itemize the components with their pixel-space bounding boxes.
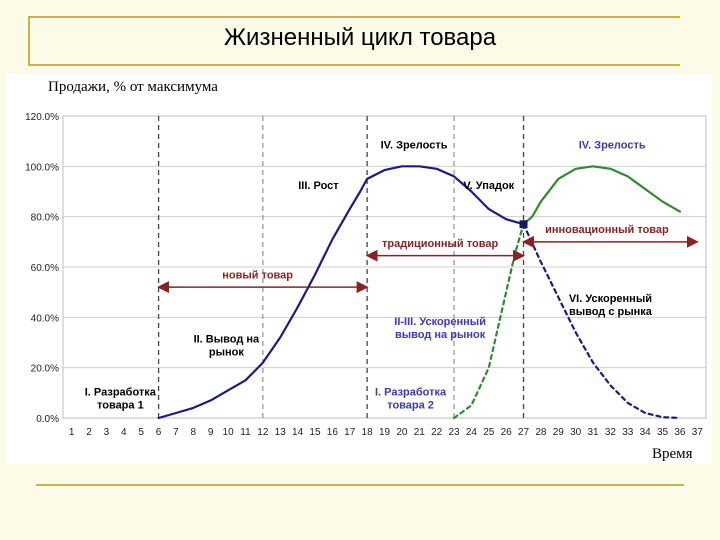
x-tick-label: 25 — [483, 427, 495, 438]
annotation-line: товара 2 — [387, 399, 434, 411]
y-tick-label: 60.0% — [31, 263, 59, 274]
x-tick-label: 33 — [622, 427, 634, 438]
grid-layer — [62, 115, 707, 419]
x-tick-label: 31 — [587, 427, 599, 438]
annotation-line: рынок — [209, 347, 244, 359]
x-tick-label: 13 — [275, 427, 287, 438]
x-tick-label: 35 — [657, 427, 669, 438]
annotation-line: IV. Зрелость — [579, 140, 646, 152]
y-tick-label: 20.0% — [31, 364, 59, 375]
y-tick-label: 100.0% — [25, 162, 59, 173]
annotation-label: II. Вывод на рынок — [194, 334, 260, 359]
x-tick-label: 6 — [156, 427, 162, 438]
x-tick-label: 10 — [223, 427, 235, 438]
y-tick-label: 40.0% — [31, 313, 59, 324]
x-tick-label: 19 — [379, 427, 391, 438]
x-tick-label: 34 — [640, 427, 652, 438]
frame-vertical-line — [28, 16, 30, 66]
annotation-label: инновационный товар — [545, 224, 669, 236]
x-tick-label: 15 — [309, 427, 321, 438]
chart-panel: Продажи, % от максимума Время 0.0% 20.0% 4… — [6, 74, 712, 464]
x-tick-label: 32 — [605, 427, 617, 438]
annotation-label: новый товар — [222, 269, 293, 281]
annotation-line: новый товар — [222, 269, 293, 281]
annotation-line: V. Упадок — [463, 180, 514, 192]
x-tick-label: 1 — [69, 427, 75, 438]
frame-title-underline — [28, 64, 680, 66]
annotation-layer: новый товар традиционный товар инновационн… — [85, 140, 669, 412]
x-tick-label: 5 — [138, 427, 144, 438]
data-point-marker — [519, 220, 528, 229]
x-tick-label: 9 — [208, 427, 214, 438]
x-tick-label: 7 — [173, 427, 179, 438]
x-axis-title: Время — [652, 446, 693, 462]
annotation-line: вывод на рынок — [395, 329, 486, 341]
frame-top-line — [28, 16, 680, 18]
annotation-line: VI. Ускоренный — [569, 293, 652, 305]
annotation-label: IV. Зрелость — [579, 140, 646, 152]
annotation-label: традиционный товар — [382, 238, 498, 250]
x-tick-label: 8 — [191, 427, 197, 438]
x-tick-label: 16 — [327, 427, 339, 438]
series-layer — [157, 165, 682, 420]
x-tick-label: 20 — [396, 427, 408, 438]
annotation-label: II-III. Ускоренный вывод на рынок — [394, 316, 486, 341]
x-tick-label: 18 — [362, 427, 374, 438]
tick-layer: 0.0%20.0%40.0%60.0%80.0%100.0%120.0%1 2 3 4… — [25, 112, 703, 438]
annotation-label: I. Разработка товара 2 — [375, 386, 447, 411]
arrow-layer — [157, 235, 699, 294]
x-tick-label: 26 — [501, 427, 513, 438]
x-tick-label: 21 — [414, 427, 426, 438]
annotation-label: V. Упадок — [463, 180, 514, 192]
x-tick-label: 2 — [86, 427, 92, 438]
x-tick-label: 28 — [535, 427, 547, 438]
annotation-line: I. Разработка — [85, 386, 157, 398]
series-line — [157, 165, 525, 420]
annotation-line: I. Разработка — [375, 386, 447, 398]
annotation-label: III. Рост — [298, 180, 339, 192]
series-line — [522, 223, 682, 420]
x-tick-label: 29 — [553, 427, 565, 438]
x-tick-label: 23 — [448, 427, 460, 438]
y-axis-title: Продажи, % от максимума — [48, 79, 218, 95]
slide-title: Жизненный цикл товара — [223, 24, 497, 51]
annotation-line: инновационный товар — [545, 224, 669, 236]
plot-frame — [62, 115, 707, 419]
annotation-label: IV. Зрелость — [381, 140, 448, 152]
annotation-line: III. Рост — [298, 180, 339, 192]
x-tick-label: 22 — [431, 427, 443, 438]
annotation-line: традиционный товар — [382, 238, 498, 250]
frame-bottom-line — [36, 484, 684, 486]
x-tick-label: 4 — [121, 427, 127, 438]
annotation-label: I. Разработка товара 1 — [85, 386, 157, 411]
x-tick-label: 36 — [674, 427, 686, 438]
x-tick-label: 30 — [570, 427, 582, 438]
y-tick-label: 80.0% — [31, 213, 59, 224]
x-tick-label: 24 — [466, 427, 478, 438]
annotation-line: II. Вывод на — [194, 334, 260, 346]
annotation-line: IV. Зрелость — [381, 140, 448, 152]
annotation-line: II-III. Ускоренный — [394, 316, 486, 328]
x-tick-label: 27 — [518, 427, 530, 438]
x-tick-label: 3 — [104, 427, 110, 438]
x-tick-label: 11 — [240, 427, 251, 438]
y-tick-label: 120.0% — [25, 112, 59, 123]
annotation-label: VI. Ускоренный вывод с рынка — [569, 293, 653, 318]
x-tick-label: 17 — [344, 427, 356, 438]
annotation-line: вывод с рынка — [569, 306, 653, 318]
annotation-line: товара 1 — [97, 399, 144, 411]
y-tick-label: 0.0% — [36, 414, 59, 425]
series-line — [452, 223, 525, 420]
series-line — [522, 165, 682, 226]
product-lifecycle-chart: Продажи, % от максимума Время 0.0% 20.0% 4… — [25, 79, 707, 462]
x-tick-label: 14 — [292, 427, 304, 438]
x-tick-label: 12 — [257, 427, 269, 438]
x-tick-label: 37 — [692, 427, 704, 438]
